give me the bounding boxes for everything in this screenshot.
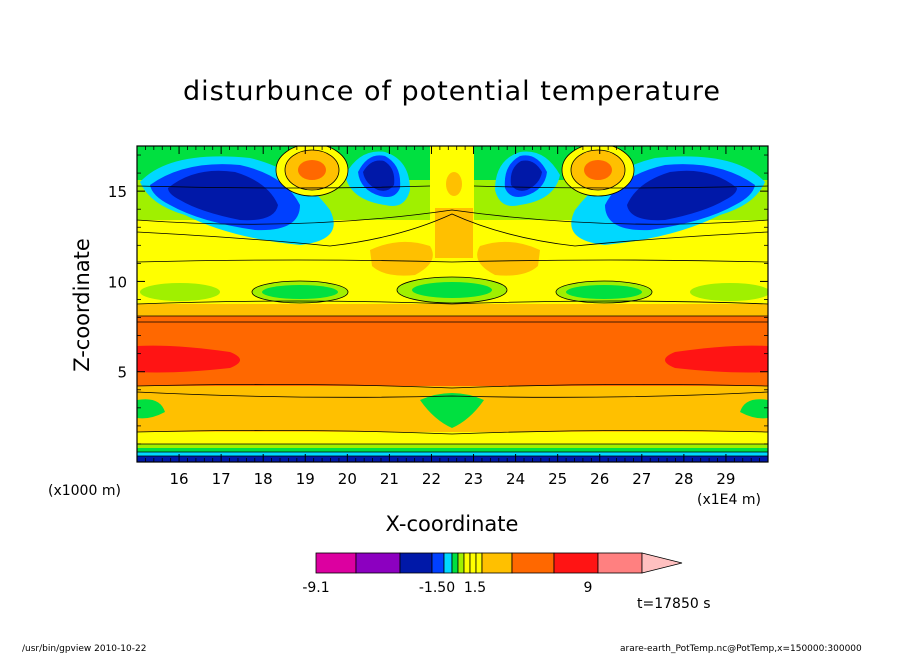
field-bottom-green: [137, 448, 768, 454]
footer-source-file: arare-earth_PotTemp.nc@PotTemp,x=150000:…: [620, 644, 862, 654]
contour-line: [570, 149, 626, 191]
field-center-low-green: [420, 393, 484, 428]
x-tick-label: 17: [212, 470, 231, 488]
x-tick-label: 27: [632, 470, 651, 488]
field-mid-left-orange: [370, 241, 433, 276]
field-left-red-lobe: [137, 345, 240, 373]
contour-line: [473, 185, 768, 189]
field-mid-right-orange: [477, 241, 540, 276]
contour-line: [137, 213, 768, 247]
colorbar-swatch: [469, 552, 477, 574]
colorbar-swatch: [481, 552, 513, 574]
plot-frame: [136, 145, 769, 463]
x-tick-label: 18: [254, 470, 273, 488]
colorbar-end-triangle: [641, 552, 683, 574]
x-tick-label: 21: [380, 470, 399, 488]
field-main-orange-band: [137, 316, 768, 388]
contour-line: [137, 300, 768, 305]
colorbar-swatch: [451, 552, 459, 574]
contour-line: [137, 259, 768, 263]
contour-line: [396, 276, 508, 304]
colorbar-swatch: [315, 552, 357, 574]
colorbar-swatch: [399, 552, 433, 574]
colorbar-swatch: [443, 552, 453, 574]
footer-program-date: /usr/bin/gpview 2010-10-22: [22, 644, 147, 654]
field-right-darkblue-core: [627, 170, 737, 221]
x-tick-label: 23: [464, 470, 483, 488]
x-tick-label: 19: [296, 470, 315, 488]
contour-line: [251, 280, 349, 304]
y-axis-unit: (x1000 m): [48, 483, 121, 499]
field-left-green-lens: [262, 285, 338, 299]
colorbar-swatch: [475, 552, 483, 574]
x-axis-label: X-coordinate: [385, 512, 519, 536]
contour-line: [137, 209, 768, 225]
colorbar: -9.1 -1.50 1.5 9: [302, 552, 683, 596]
contour-lines: [137, 146, 768, 457]
contour-line: [555, 280, 653, 304]
field-right-low-green: [740, 399, 768, 419]
colorbar-swatch: [597, 552, 643, 574]
contour-field: [137, 146, 768, 462]
colorbar-label: 1.5: [464, 580, 486, 596]
x-tick-label: 26: [590, 470, 609, 488]
time-annotation: t=17850 s: [637, 596, 711, 612]
colorbar-label: 9: [584, 580, 593, 596]
field-left-warm-core: [298, 160, 326, 180]
contour-line: [137, 185, 431, 189]
contour-line: [137, 384, 768, 389]
field-mid-center-orange: [435, 208, 473, 258]
field-left-low-green: [137, 399, 165, 419]
x-axis-unit: (x1E4 m): [697, 492, 761, 508]
contour-line: [137, 430, 768, 435]
field-right-red-lobe: [665, 345, 768, 373]
colorbar-swatch: [355, 552, 401, 574]
x-tick-label: 29: [716, 470, 735, 488]
x-tick-label: 20: [338, 470, 357, 488]
x-tick-label: 16: [170, 470, 189, 488]
x-tick-label: 24: [506, 470, 525, 488]
colorbar-swatch: [463, 552, 471, 574]
colorbar-label: -1.50: [419, 580, 455, 596]
x-tick-label: 28: [674, 470, 693, 488]
colorbar-swatch: [457, 552, 465, 574]
colorbar-label: -9.1: [302, 580, 329, 596]
field-center-small-orange: [446, 172, 462, 196]
x-axis-ticks: 16 17 18 19 20 21 22 23 24 25 26 27 28 29: [145, 146, 760, 488]
contour-line: [561, 146, 635, 197]
colorbar-swatch: [553, 552, 599, 574]
field-bottom-blue: [137, 456, 768, 462]
contour-line: [284, 149, 340, 191]
field-right-warm-core: [584, 160, 612, 180]
x-tick-label: 25: [548, 470, 567, 488]
field-far-right-lgreen: [690, 283, 768, 301]
y-axis-ticks: 5 10 15: [108, 154, 768, 445]
field-right-inner-core: [510, 160, 542, 191]
contour-line: [275, 146, 349, 197]
field-right-green-lens: [566, 285, 642, 299]
x-tick-label: 22: [422, 470, 441, 488]
field-orange-transition: [137, 304, 768, 318]
colorbar-swatch: [431, 552, 445, 574]
y-tick-label: 5: [117, 364, 127, 382]
field-bottom-cyan: [137, 452, 768, 457]
y-tick-label: 15: [108, 183, 127, 201]
field-left-darkblue-core: [168, 170, 278, 221]
field-left-inner-core: [363, 160, 395, 191]
chart-title: disturbunce of potential temperature: [183, 76, 721, 107]
field-center-green-lens: [412, 282, 492, 298]
y-tick-label: 10: [108, 273, 127, 291]
colorbar-swatch: [511, 552, 555, 574]
field-far-left-lgreen: [140, 283, 220, 301]
contour-line: [137, 391, 768, 398]
